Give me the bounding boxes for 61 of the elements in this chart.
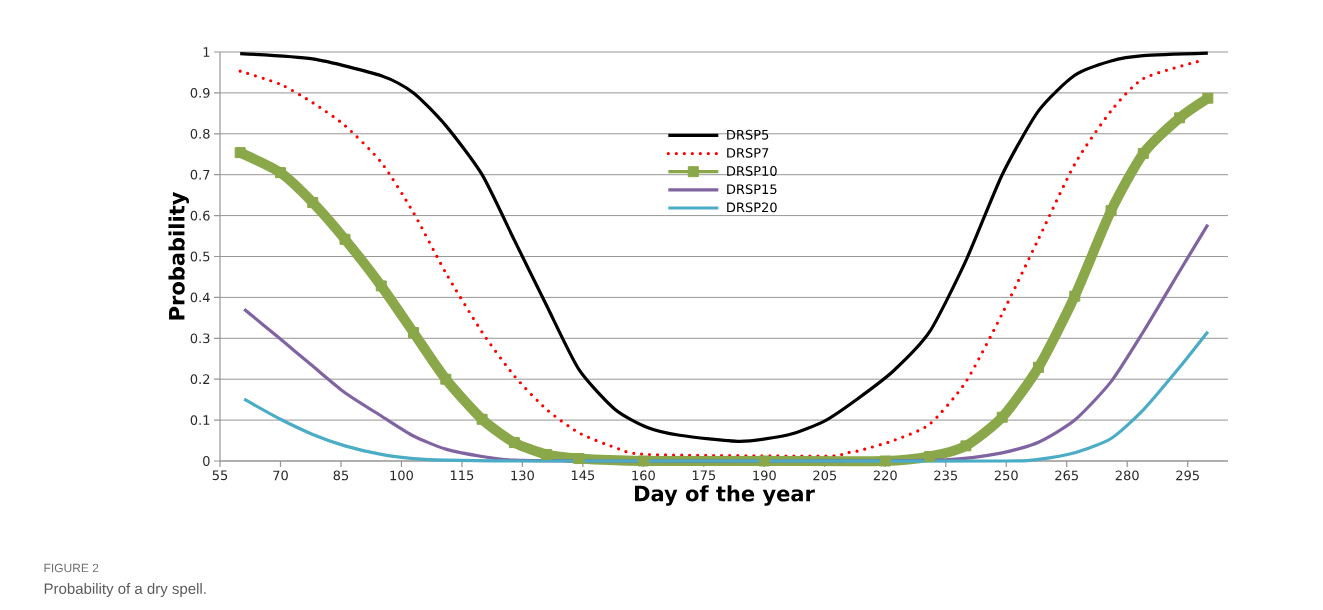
text: Probability of a dry spell. xyxy=(44,582,206,597)
y-tick-label: 0.5 xyxy=(190,251,210,262)
point xyxy=(637,455,649,467)
y-tick-label: 0.2 xyxy=(190,374,210,385)
point xyxy=(508,437,520,449)
point xyxy=(1174,112,1186,124)
x-tick-label: 250 xyxy=(994,470,1018,481)
y-tick-label: 0.3 xyxy=(190,333,210,344)
x-tick-label: 265 xyxy=(1055,470,1078,481)
legend-label: DRSP15 xyxy=(727,184,777,195)
line-series xyxy=(242,330,1210,463)
x-axis-title: Day of the year xyxy=(635,485,815,506)
legend-label: DRSP7 xyxy=(727,147,769,158)
point xyxy=(1202,92,1214,104)
point xyxy=(1105,205,1117,217)
x-tick-label: 220 xyxy=(873,470,897,481)
x-tick-label: 190 xyxy=(753,470,776,481)
legend-label: DRSP5 xyxy=(727,129,769,140)
point xyxy=(960,440,972,452)
x-tick-label: 85 xyxy=(333,470,349,481)
y-tick-label: 0.8 xyxy=(190,128,210,139)
y-tick-label: 1 xyxy=(203,47,210,57)
x-tick-label: 130 xyxy=(511,470,534,481)
text: FIGURE 2 xyxy=(44,563,99,573)
point xyxy=(1137,147,1149,159)
x-tick-label: 205 xyxy=(813,470,837,481)
y-tick-label: 0.9 xyxy=(190,87,210,98)
point xyxy=(234,147,246,159)
point xyxy=(440,373,452,385)
x-tick-label: 295 xyxy=(1176,470,1199,481)
point xyxy=(879,455,891,467)
y-tick-label: 0.4 xyxy=(190,292,210,303)
point xyxy=(541,448,553,460)
y-tick-label: 0 xyxy=(203,456,210,466)
point xyxy=(476,413,488,425)
legend-label: DRSP10 xyxy=(727,166,777,176)
x-tick-label: 115 xyxy=(450,470,474,481)
point xyxy=(274,167,286,179)
point xyxy=(408,327,420,339)
x-tick-label: 70 xyxy=(273,470,288,481)
point xyxy=(1069,290,1081,302)
point xyxy=(996,411,1008,423)
x-tick-label: 280 xyxy=(1115,470,1139,481)
point xyxy=(307,197,319,208)
y-tick-label: 0.6 xyxy=(190,210,210,221)
point xyxy=(573,453,585,465)
point xyxy=(375,280,387,292)
x-tick-label: 145 xyxy=(571,470,595,481)
point xyxy=(924,450,936,462)
x-tick-label: 55 xyxy=(212,470,228,481)
x-tick-label: 100 xyxy=(390,470,413,481)
y-tick-label: 0.1 xyxy=(190,415,210,426)
x-tick-label: 175 xyxy=(692,470,716,481)
x-tick-label: 160 xyxy=(632,470,655,481)
point xyxy=(339,233,351,245)
point xyxy=(758,455,770,467)
legend-label: DRSP20 xyxy=(727,202,777,213)
point xyxy=(1033,361,1044,373)
y-axis-title: Probability xyxy=(168,191,189,320)
x-tick-label: 235 xyxy=(934,470,958,481)
y-tick-label: 0.7 xyxy=(190,169,210,180)
